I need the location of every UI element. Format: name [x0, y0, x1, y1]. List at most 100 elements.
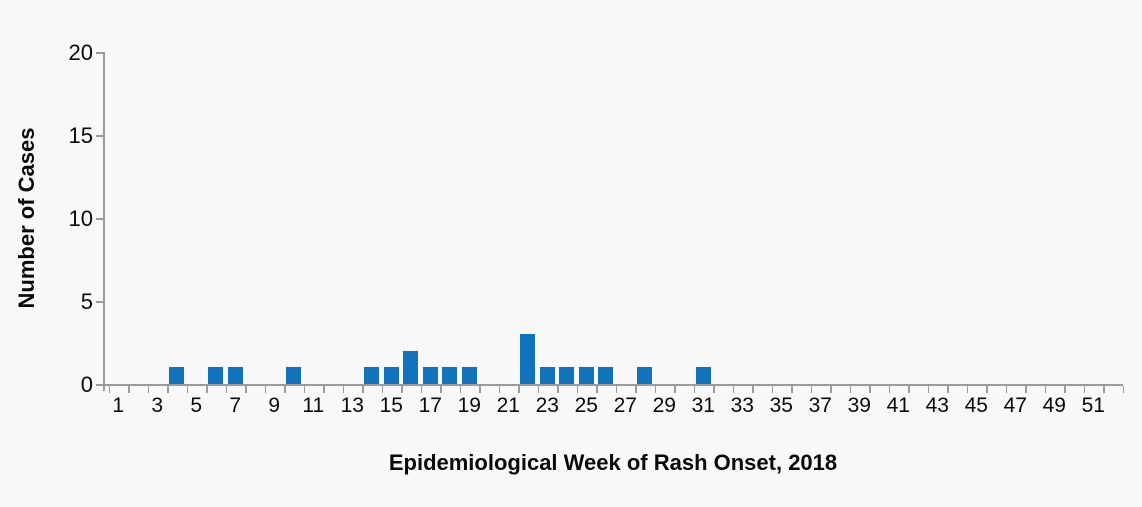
x-tick [1122, 386, 1124, 393]
x-tick-label: 21 [496, 394, 520, 417]
x-tick [1025, 386, 1027, 393]
x-tick [186, 386, 188, 393]
x-tick [615, 386, 617, 393]
x-tick [1005, 386, 1007, 393]
x-tick [518, 386, 520, 393]
bar-week-22 [520, 334, 536, 384]
x-tick [1103, 386, 1105, 393]
x-tick [128, 386, 130, 393]
x-tick [947, 386, 949, 393]
x-tick-label: 31 [691, 394, 715, 417]
x-tick-label: 35 [769, 394, 793, 417]
x-tick-label: 33 [730, 394, 754, 417]
x-axis-title: Epidemiological Week of Rash Onset, 2018 [388, 450, 838, 475]
y-tick-label: 20 [68, 40, 93, 65]
x-tick-label: 49 [1042, 394, 1066, 417]
bar-week-15 [383, 367, 399, 384]
x-tick [986, 386, 988, 393]
x-tick [498, 386, 500, 393]
bar-week-4 [169, 367, 185, 384]
x-tick-label: 39 [847, 394, 871, 417]
x-tick-label: 5 [190, 394, 203, 417]
x-tick [674, 386, 676, 393]
x-tick [537, 386, 539, 393]
x-tick-label: 11 [302, 394, 325, 417]
x-tick [147, 386, 149, 393]
bar-week-17 [422, 367, 438, 384]
x-tick-label: 19 [457, 394, 481, 417]
x-tick [869, 386, 871, 393]
y-tick [96, 218, 103, 220]
bar-week-31 [695, 367, 711, 384]
x-tick-label: 15 [379, 394, 403, 417]
x-tick [381, 386, 383, 393]
bar-week-18 [442, 367, 458, 384]
x-tick [440, 386, 442, 393]
y-tick-label: 10 [68, 206, 93, 231]
y-tick [96, 135, 103, 137]
bar-week-25 [578, 367, 594, 384]
bar-week-6 [208, 367, 224, 384]
y-tick-label: 5 [80, 289, 93, 314]
bar-week-10 [286, 367, 302, 384]
x-tick [771, 386, 773, 393]
x-tick-label: 25 [574, 394, 598, 417]
x-tick-label: 29 [652, 394, 676, 417]
x-axis-line [103, 384, 1123, 386]
x-tick-label: 45 [964, 394, 988, 417]
bar-week-14 [364, 367, 380, 384]
x-tick [323, 386, 325, 393]
x-tick [108, 386, 110, 393]
x-tick [888, 386, 890, 393]
y-tick-label: 15 [68, 123, 93, 148]
y-tick [96, 301, 103, 303]
y-tick-label: 0 [80, 372, 93, 397]
x-tick [459, 386, 461, 393]
x-tick [576, 386, 578, 393]
x-tick [927, 386, 929, 393]
x-tick [284, 386, 286, 393]
x-tick [1083, 386, 1085, 393]
x-tick [713, 386, 715, 393]
x-tick [635, 386, 637, 393]
x-tick-label: 9 [268, 394, 281, 417]
x-tick [167, 386, 169, 393]
x-tick-label: 51 [1081, 394, 1105, 417]
x-tick-label: 23 [535, 394, 559, 417]
x-tick [1044, 386, 1046, 393]
x-tick-label: 13 [340, 394, 364, 417]
x-tick-label: 41 [886, 394, 910, 417]
x-tick [966, 386, 968, 393]
x-tick [830, 386, 832, 393]
y-tick [96, 384, 103, 386]
x-tick-label: 1 [112, 394, 125, 417]
x-tick [245, 386, 247, 393]
x-tick [1064, 386, 1066, 393]
bar-week-28 [637, 367, 653, 384]
x-tick [654, 386, 656, 393]
x-tick [264, 386, 266, 393]
bar-week-16 [403, 350, 419, 384]
x-tick [693, 386, 695, 393]
x-tick [810, 386, 812, 393]
bar-week-26 [598, 367, 614, 384]
x-tick [849, 386, 851, 393]
y-tick [96, 52, 103, 54]
x-tick-label: 17 [418, 394, 442, 417]
x-tick [225, 386, 227, 393]
bar-week-23 [539, 367, 555, 384]
x-tick-label: 27 [613, 394, 637, 417]
x-tick-label: 37 [808, 394, 832, 417]
x-tick [791, 386, 793, 393]
y-axis-line [103, 52, 105, 391]
x-tick [752, 386, 754, 393]
x-tick [557, 386, 559, 393]
x-tick [401, 386, 403, 393]
x-tick [596, 386, 598, 393]
bar-week-24 [559, 367, 575, 384]
x-tick-label: 7 [229, 394, 242, 417]
x-tick [479, 386, 481, 393]
bar-week-7 [227, 367, 243, 384]
x-tick-label: 47 [1003, 394, 1027, 417]
